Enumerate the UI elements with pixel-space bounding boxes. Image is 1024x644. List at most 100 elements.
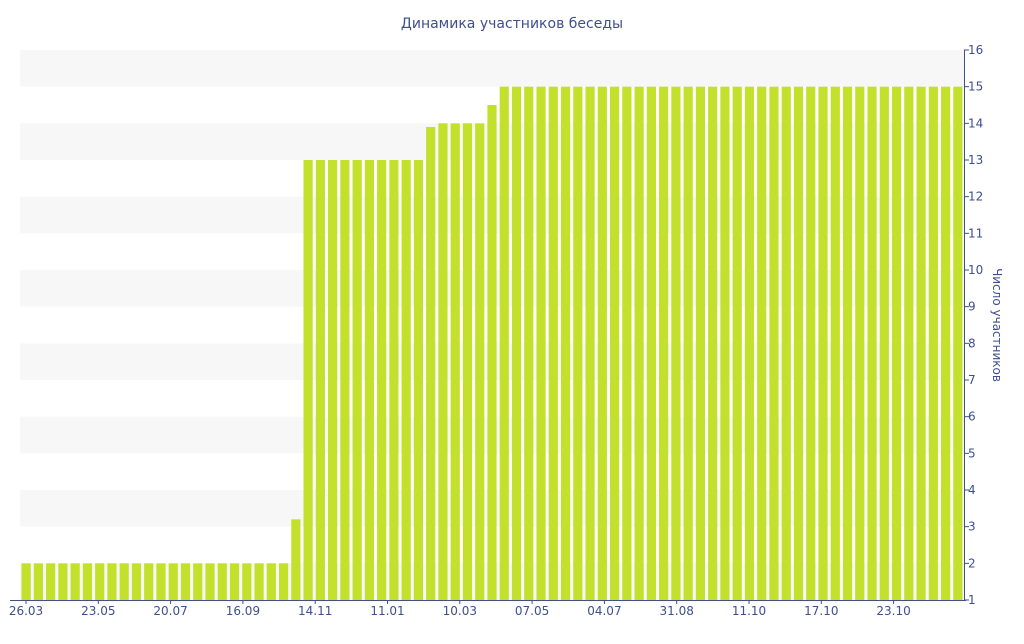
- bars: [21, 86, 963, 601]
- y-tick-label: 4: [968, 483, 976, 497]
- y-tick-label: 2: [968, 556, 976, 570]
- bar: [744, 86, 755, 601]
- bar: [659, 86, 669, 601]
- bar: [781, 86, 791, 601]
- bar: [793, 86, 804, 601]
- y-tick-label: 15: [968, 80, 983, 94]
- y-tick-label: 16: [968, 43, 983, 57]
- bar: [217, 563, 227, 600]
- bar: [916, 86, 926, 601]
- bar: [438, 123, 448, 600]
- bar: [156, 563, 166, 600]
- bar: [953, 86, 963, 601]
- bar: [266, 563, 276, 600]
- x-tick-label: 11.01: [370, 604, 404, 618]
- bar: [278, 563, 289, 600]
- bar: [634, 86, 644, 601]
- bar: [695, 86, 706, 601]
- bar: [180, 563, 191, 600]
- bar: [475, 123, 485, 600]
- bar: [193, 563, 203, 600]
- bar: [732, 86, 742, 601]
- grid-band: [20, 50, 964, 87]
- bar: [82, 563, 93, 600]
- y-tick-label: 6: [968, 410, 976, 424]
- x-tick-label: 16.09: [226, 604, 260, 618]
- bar: [205, 563, 215, 600]
- bar: [462, 123, 473, 600]
- y-tick-label: 13: [968, 153, 983, 167]
- bar: [58, 563, 68, 600]
- bar: [303, 160, 313, 600]
- bar: [597, 86, 607, 601]
- bar: [352, 160, 362, 600]
- x-tick-label: 23.05: [81, 604, 115, 618]
- bar: [867, 86, 877, 601]
- bar: [168, 563, 178, 600]
- bar: [426, 127, 436, 600]
- y-tick-label: 9: [968, 300, 976, 314]
- bar: [364, 160, 374, 600]
- bar: [46, 563, 56, 600]
- bar: [720, 86, 730, 601]
- x-tick-label: 26.03: [9, 604, 43, 618]
- bar: [548, 86, 558, 601]
- bar: [573, 86, 583, 601]
- x-tick-label: 23.10: [876, 604, 910, 618]
- bar: [254, 563, 264, 600]
- x-tick-label: 11.10: [732, 604, 766, 618]
- bar: [855, 86, 865, 601]
- bar: [315, 160, 325, 600]
- x-tick-label: 17.10: [804, 604, 838, 618]
- bar: [560, 86, 571, 601]
- bar: [904, 86, 914, 601]
- bar: [450, 123, 460, 600]
- bar: [413, 160, 424, 600]
- x-tick-label: 14.11: [298, 604, 332, 618]
- bar: [928, 86, 938, 601]
- y-tick-label: 11: [968, 226, 983, 240]
- bar: [622, 86, 632, 601]
- bar: [119, 563, 129, 600]
- x-tick-label: 20.07: [153, 604, 187, 618]
- bar: [401, 160, 411, 600]
- bar: [33, 563, 43, 600]
- bar: [291, 519, 301, 600]
- y-tick-label: 10: [968, 263, 983, 277]
- y-axis-label: Число участников: [990, 268, 1004, 382]
- bar: [95, 563, 105, 600]
- bar: [131, 563, 142, 600]
- bar: [511, 86, 522, 601]
- y-tick-label: 5: [968, 446, 976, 460]
- bar: [340, 160, 350, 600]
- bar: [487, 105, 497, 600]
- y-tick-label: 7: [968, 373, 976, 387]
- bar: [842, 86, 853, 601]
- x-tick-label: 07.05: [515, 604, 549, 618]
- bar: [757, 86, 767, 601]
- bar: [671, 86, 681, 601]
- bar: [107, 563, 117, 600]
- x-tick-label: 10.03: [443, 604, 477, 618]
- y-tick-label: 1: [968, 593, 976, 607]
- bar: [328, 160, 338, 600]
- bar: [646, 86, 656, 601]
- y-tick-label: 8: [968, 336, 976, 350]
- bar: [830, 86, 840, 601]
- bar: [242, 563, 252, 600]
- bar: [683, 86, 693, 601]
- bar: [708, 86, 718, 601]
- bar: [879, 86, 889, 601]
- x-tick-label: 31.08: [660, 604, 694, 618]
- bar: [70, 563, 80, 600]
- bar: [389, 160, 399, 600]
- bar: [229, 563, 240, 600]
- bar: [585, 86, 595, 601]
- bar: [377, 160, 387, 600]
- y-tick-label: 12: [968, 190, 983, 204]
- bar: [536, 86, 546, 601]
- y-tick-label: 14: [968, 116, 983, 130]
